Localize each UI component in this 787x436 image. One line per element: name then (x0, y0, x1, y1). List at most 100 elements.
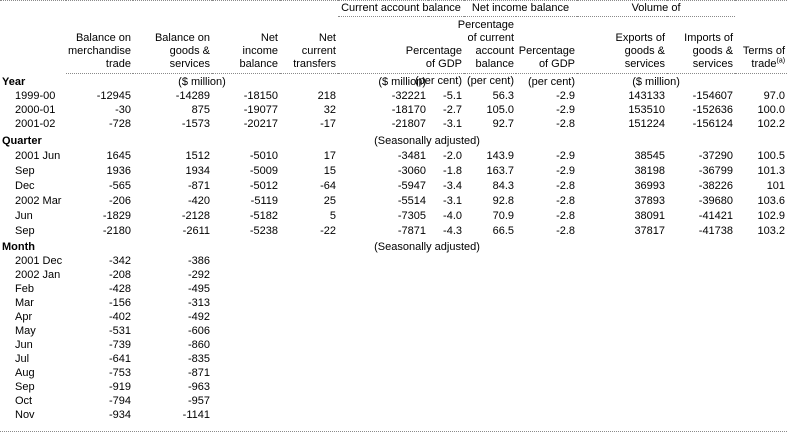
table-row: Sep -919 -963 (0, 380, 787, 394)
table-cell: -2.8 (556, 224, 576, 237)
table-cell (428, 352, 464, 366)
table-cell (280, 352, 338, 366)
table-cell: -342 (108, 254, 131, 267)
table-cell: 38545 (634, 149, 666, 162)
table-cell: 37893 (634, 194, 666, 207)
table-cell (464, 380, 516, 394)
table-cell: -386 (187, 254, 210, 267)
table-cell: 1936 (106, 164, 131, 177)
table-row: 2001 Dec -342 -386 (0, 254, 787, 268)
year-section-header-row: Year ($ million) ($ million) (per cent) … (0, 74, 787, 89)
table-cell: -5012 (249, 179, 278, 192)
spanner-volume-of: Volume of (577, 0, 736, 17)
table-cell: -3.4 (443, 179, 463, 192)
table-cell (667, 380, 735, 394)
table-cell (212, 268, 280, 282)
table-cell: 92.7 (492, 117, 515, 130)
table-cell: -32221 (391, 89, 426, 102)
spacer (577, 238, 735, 254)
table-cell: -18170 (391, 103, 426, 116)
table-cell: 151224 (628, 117, 666, 130)
table-cell (577, 310, 667, 324)
row-label: Sep (15, 380, 35, 393)
col-header-net-current-transfers: Net current transfers (280, 16, 338, 74)
table-row: Feb -428 -495 (0, 282, 787, 296)
table-row: Mar -156 -313 (0, 296, 787, 310)
table-row: 2000-01 -30 875 -19077 32 -18170 -2.7 105.0 -2.9… (0, 103, 787, 117)
table-cell: 5 (329, 209, 336, 222)
table-cell (212, 282, 280, 296)
table-cell (735, 296, 787, 310)
row-label: May (15, 324, 36, 337)
table-cell: -5182 (249, 209, 278, 222)
spacer (66, 238, 338, 254)
units-volume-dollar-million: ($ million) (632, 75, 680, 88)
table-cell (212, 338, 280, 352)
row-label: Jun (15, 209, 33, 222)
table-cell: -5514 (397, 194, 426, 207)
units-nib-gdp-per-cent: (per cent) (527, 75, 576, 88)
table-cell (280, 380, 338, 394)
table-cell (212, 394, 280, 408)
table-cell: -957 (187, 394, 210, 407)
table-cell: 1645 (106, 149, 131, 162)
table-cell (280, 338, 338, 352)
spanner-header-row: Current account balance Net income balan… (0, 0, 787, 17)
table-cell (667, 296, 735, 310)
table-cell (338, 352, 428, 366)
table-cell (464, 408, 516, 422)
col-header-cab-pct-gdp: Percentage of GDP (406, 16, 465, 74)
quarter-section: Quarter (Seasonally adjusted) 2001 Jun 16… (0, 131, 787, 238)
table-cell: 17 (323, 149, 336, 162)
table-cell (280, 408, 338, 422)
table-cell: -7871 (397, 224, 426, 237)
table-cell: -871 (187, 179, 210, 192)
table-bottom-rule (0, 431, 787, 432)
table-cell: -156 (108, 296, 131, 309)
table-cell (280, 296, 338, 310)
table-cell: -313 (187, 296, 210, 309)
table-cell (338, 408, 428, 422)
table-cell: -4.0 (443, 209, 463, 222)
table-cell (516, 296, 577, 310)
table-cell (428, 282, 464, 296)
table-row: Oct -794 -957 (0, 394, 787, 408)
table-cell: -402 (108, 310, 131, 323)
table-cell: -2.9 (556, 89, 576, 102)
month-section: Month (Seasonally adjusted) 2001 Dec -342… (0, 238, 787, 422)
table-row: Jun -739 -860 (0, 338, 787, 352)
table-cell (667, 310, 735, 324)
table-cell (212, 408, 280, 422)
table-cell: -12945 (96, 89, 131, 102)
table-cell: -1141 (182, 408, 210, 421)
quarter-section-header-row: Quarter (Seasonally adjusted) (0, 131, 787, 148)
table-cell (212, 296, 280, 310)
spacer (577, 131, 735, 148)
table-cell (667, 268, 735, 282)
table-cell: -17 (320, 117, 336, 130)
table-cell (577, 268, 667, 282)
table-cell: -728 (108, 117, 131, 130)
table-cell (280, 324, 338, 338)
table-cell: -18150 (243, 89, 278, 102)
table-cell: -38226 (698, 179, 734, 192)
table-row: May -531 -606 (0, 324, 787, 338)
table-cell: -871 (187, 366, 210, 379)
row-label: 2001-02 (15, 117, 56, 130)
table-cell: 97.0 (763, 89, 786, 102)
table-cell (516, 380, 577, 394)
row-label: Oct (15, 394, 33, 407)
col-header-balance-merchandise-trade: Balance on merchandise trade (66, 16, 133, 74)
table-cell: -5009 (249, 164, 278, 177)
col-header-nib-pct-gdp: Percentage of GDP (516, 16, 578, 74)
units-cab-dollar-million: ($ million) (378, 75, 426, 88)
table-cell (516, 324, 577, 338)
row-label: 2002 Jan (15, 268, 61, 281)
table-cell (338, 366, 428, 380)
table-cell (428, 296, 464, 310)
table-cell (464, 254, 516, 268)
row-label: Nov (15, 408, 35, 421)
table-cell (577, 394, 667, 408)
row-label: Jul (15, 352, 30, 365)
table-cell (428, 366, 464, 380)
